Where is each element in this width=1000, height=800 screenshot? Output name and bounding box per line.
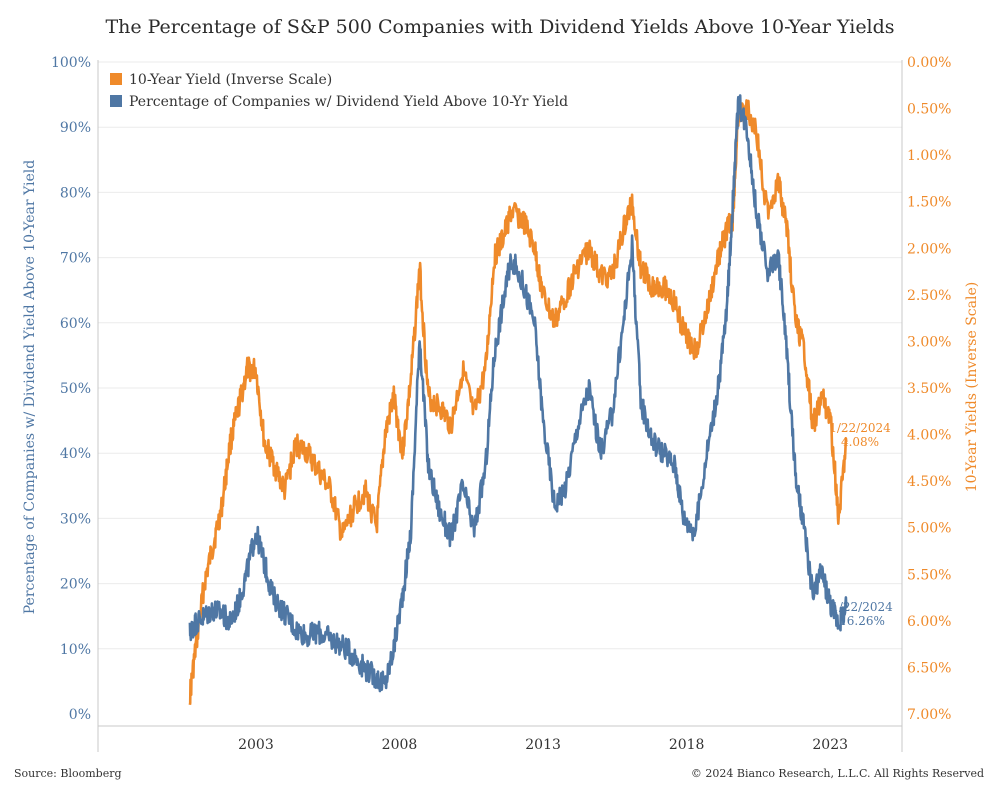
left-tick-label: 10% [60,642,91,658]
left-tick-label: 30% [60,511,91,527]
right-axis-title: 10-Year Yields (Inverse Scale) [964,282,980,492]
x-axis-ticks: 2003 2008 2013 2018 2023 [238,737,848,753]
grid-lines [98,61,902,650]
left-axis-title: Percentage of Companies w/ Dividend Yiel… [22,160,38,615]
legend-label-yield: 10-Year Yield (Inverse Scale) [129,72,332,88]
legend-swatch-yield [110,73,122,85]
right-tick-label: 0.00% [907,55,951,71]
right-tick-label: 7.00% [907,707,951,723]
right-tick-label: 3.00% [907,334,951,350]
right-tick-label: 3.50% [907,381,951,397]
x-tick-label: 2023 [812,737,848,753]
footer-copyright: © 2024 Bianco Research, L.L.C. All Right… [690,767,984,780]
left-tick-label: 0% [69,707,91,723]
legend-label-percentage: Percentage of Companies w/ Dividend Yiel… [129,94,568,110]
chart-title: The Percentage of S&P 500 Companies with… [105,16,895,38]
left-tick-label: 70% [60,251,91,267]
right-tick-label: 6.50% [907,660,951,676]
left-tick-label: 50% [60,381,91,397]
series-layer [188,94,848,706]
left-tick-label: 40% [60,446,91,462]
series-line-yield [188,99,848,706]
annotation-percentage-date: 1/22/2024 [831,600,893,614]
left-tick-label: 60% [60,316,91,332]
annotations: 1/22/2024 4.08% 1/22/2024 16.26% [829,421,893,628]
right-tick-label: 4.00% [907,428,951,444]
right-tick-label: 4.50% [907,474,951,490]
x-tick-label: 2003 [238,737,274,753]
series-line-percentage [188,94,848,693]
annotation-yield-date: 1/22/2024 [829,421,891,435]
right-tick-label: 0.50% [907,102,951,118]
left-tick-label: 90% [60,120,91,136]
legend: 10-Year Yield (Inverse Scale) Percentage… [110,72,568,110]
right-axis-ticks: 0.00% 0.50% 1.00% 1.50% 2.00% 2.50% 3.00% 3.50%… [907,55,951,723]
annotation-yield-value: 4.08% [841,435,879,449]
x-tick-label: 2008 [382,737,418,753]
x-tick-label: 2018 [669,737,705,753]
left-axis-ticks: 0% 10% 20% 30% 40% 50% 60% 70% 80% 90% 100% [51,55,91,723]
right-tick-label: 2.50% [907,288,951,304]
right-tick-label: 1.00% [907,148,951,164]
annotation-percentage-value: 16.26% [839,614,885,628]
left-tick-label: 100% [51,55,91,71]
right-tick-label: 5.00% [907,521,951,537]
right-tick-label: 5.50% [907,567,951,583]
right-tick-label: 2.00% [907,241,951,257]
left-tick-label: 20% [60,577,91,593]
right-tick-label: 1.50% [907,195,951,211]
legend-swatch-percentage [110,95,122,107]
axes [97,60,903,752]
footer-source: Source: Bloomberg [14,767,122,780]
left-tick-label: 80% [60,185,91,201]
x-tick-label: 2013 [525,737,561,753]
right-tick-label: 6.00% [907,614,951,630]
